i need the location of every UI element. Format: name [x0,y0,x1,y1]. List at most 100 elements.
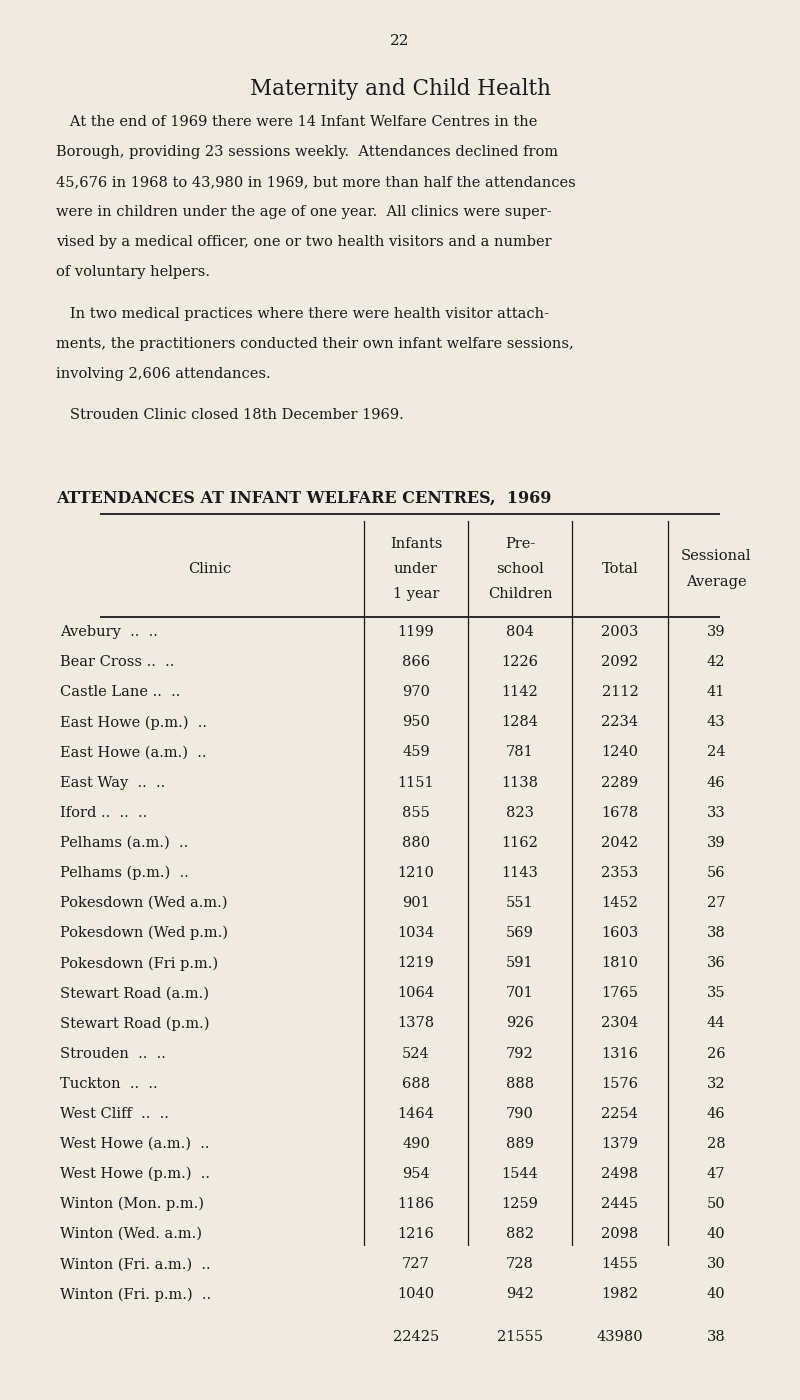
Text: 942: 942 [506,1288,534,1302]
Text: 728: 728 [506,1257,534,1271]
Text: were in children under the age of one year.  All clinics were super-: were in children under the age of one ye… [56,204,552,218]
Text: 22425: 22425 [393,1330,439,1344]
Text: 701: 701 [506,986,534,1000]
Text: Strouden  ..  ..: Strouden .. .. [60,1047,166,1061]
Text: 39: 39 [706,836,726,850]
Text: Pelhams (a.m.)  ..: Pelhams (a.m.) .. [60,836,188,850]
Text: Winton (Wed. a.m.): Winton (Wed. a.m.) [60,1226,202,1240]
Text: 490: 490 [402,1137,430,1151]
Text: Avebury  ..  ..: Avebury .. .. [60,624,158,638]
Text: 1216: 1216 [398,1226,434,1240]
Text: ments, the practitioners conducted their own infant welfare sessions,: ments, the practitioners conducted their… [56,336,574,350]
Text: 27: 27 [706,896,726,910]
Text: 1452: 1452 [602,896,638,910]
Text: 1379: 1379 [602,1137,638,1151]
Text: 47: 47 [706,1168,726,1182]
Text: East Howe (p.m.)  ..: East Howe (p.m.) .. [60,715,207,729]
Text: involving 2,606 attendances.: involving 2,606 attendances. [56,367,270,381]
Text: 22: 22 [390,34,410,48]
Text: 2498: 2498 [602,1168,638,1182]
Text: 1378: 1378 [398,1016,434,1030]
Text: Winton (Mon. p.m.): Winton (Mon. p.m.) [60,1197,204,1211]
Text: 823: 823 [506,805,534,819]
Text: 889: 889 [506,1137,534,1151]
Text: 42: 42 [706,655,726,669]
Text: 40: 40 [706,1288,726,1302]
Text: 39: 39 [706,624,726,638]
Text: 790: 790 [506,1106,534,1120]
Text: 26: 26 [706,1047,726,1061]
Text: 1219: 1219 [398,956,434,970]
Text: Sessional: Sessional [681,549,751,563]
Text: 459: 459 [402,745,430,759]
Text: 882: 882 [506,1226,534,1240]
Text: 40: 40 [706,1226,726,1240]
Text: At the end of 1969 there were 14 Infant Welfare Centres in the: At the end of 1969 there were 14 Infant … [56,115,538,129]
Text: 1240: 1240 [602,745,638,759]
Text: Clinic: Clinic [189,561,231,575]
Text: 1199: 1199 [398,624,434,638]
Text: 24: 24 [706,745,726,759]
Text: 2353: 2353 [602,865,638,879]
Text: 1316: 1316 [602,1047,638,1061]
Text: 44: 44 [706,1016,726,1030]
Text: 33: 33 [706,805,726,819]
Text: under: under [394,561,438,575]
Text: 1034: 1034 [398,927,434,941]
Text: vised by a medical officer, one or two health visitors and a number: vised by a medical officer, one or two h… [56,235,552,249]
Text: 926: 926 [506,1016,534,1030]
Text: 1259: 1259 [502,1197,538,1211]
Text: 688: 688 [402,1077,430,1091]
Text: Average: Average [686,574,746,588]
Text: 2092: 2092 [602,655,638,669]
Text: 1 year: 1 year [393,587,439,601]
Text: Infants: Infants [390,536,442,550]
Text: 1064: 1064 [398,986,434,1000]
Text: Maternity and Child Health: Maternity and Child Health [250,78,550,101]
Text: Strouden Clinic closed 18th December 1969.: Strouden Clinic closed 18th December 196… [56,407,404,421]
Text: 855: 855 [402,805,430,819]
Text: 2003: 2003 [602,624,638,638]
Text: 35: 35 [706,986,726,1000]
Text: 1284: 1284 [502,715,538,729]
Text: 1040: 1040 [398,1288,434,1302]
Text: 792: 792 [506,1047,534,1061]
Text: 781: 781 [506,745,534,759]
Text: 30: 30 [706,1257,726,1271]
Text: East Howe (a.m.)  ..: East Howe (a.m.) .. [60,745,206,759]
Text: 43980: 43980 [597,1330,643,1344]
Text: 1982: 1982 [602,1288,638,1302]
Text: 888: 888 [506,1077,534,1091]
Text: 1765: 1765 [602,986,638,1000]
Text: Winton (Fri. a.m.)  ..: Winton (Fri. a.m.) .. [60,1257,210,1271]
Text: school: school [496,561,544,575]
Text: 866: 866 [402,655,430,669]
Text: East Way  ..  ..: East Way .. .. [60,776,166,790]
Text: 1151: 1151 [398,776,434,790]
Text: 1678: 1678 [602,805,638,819]
Text: 954: 954 [402,1168,430,1182]
Text: 804: 804 [506,624,534,638]
Text: Stewart Road (a.m.): Stewart Road (a.m.) [60,986,209,1000]
Text: 38: 38 [706,1330,726,1344]
Text: 1142: 1142 [502,685,538,699]
Text: 569: 569 [506,927,534,941]
Text: Castle Lane ..  ..: Castle Lane .. .. [60,685,180,699]
Text: Pokesdown (Wed p.m.): Pokesdown (Wed p.m.) [60,927,228,941]
Text: Pokesdown (Fri p.m.): Pokesdown (Fri p.m.) [60,956,218,970]
Text: 970: 970 [402,685,430,699]
Text: 1143: 1143 [502,865,538,879]
Text: 21555: 21555 [497,1330,543,1344]
Text: 50: 50 [706,1197,726,1211]
Text: Pre-: Pre- [505,536,535,550]
Text: Pelhams (p.m.)  ..: Pelhams (p.m.) .. [60,865,189,881]
Text: 1455: 1455 [602,1257,638,1271]
Text: In two medical practices where there were health visitor attach-: In two medical practices where there wer… [56,307,549,321]
Text: 2112: 2112 [602,685,638,699]
Text: 32: 32 [706,1077,726,1091]
Text: 1810: 1810 [602,956,638,970]
Text: West Howe (a.m.)  ..: West Howe (a.m.) .. [60,1137,210,1151]
Text: 1138: 1138 [502,776,538,790]
Text: Total: Total [602,561,638,575]
Text: Children: Children [488,587,552,601]
